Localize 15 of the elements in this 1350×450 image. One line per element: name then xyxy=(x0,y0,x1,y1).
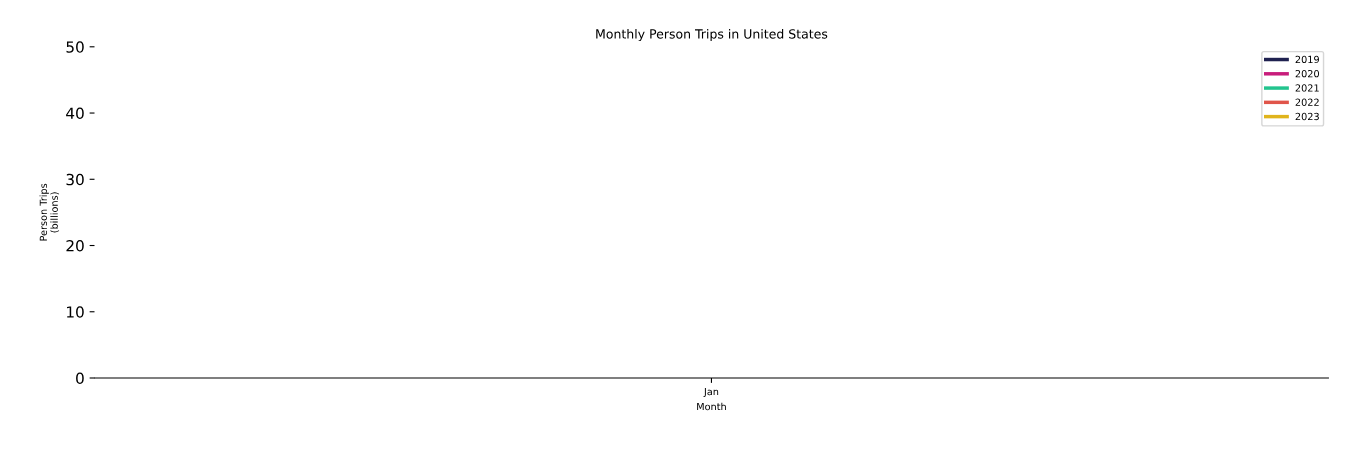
legend-label: 2020 xyxy=(1295,69,1319,78)
legend-label: 2023 xyxy=(1295,112,1319,121)
y-tick-label: 40 xyxy=(66,107,84,120)
chart-title: Monthly Person Trips in United States xyxy=(596,28,828,42)
x-axis-title: Month xyxy=(697,402,726,411)
y-tick-label: 30 xyxy=(66,173,84,186)
legend-label: 2019 xyxy=(1295,55,1319,64)
y-tick-label: 10 xyxy=(67,306,84,318)
legend-label: 2021 xyxy=(1295,84,1319,92)
legend-label: 2022 xyxy=(1295,98,1319,106)
y-axis-title: Person Trips (billions) xyxy=(39,183,60,241)
y-tick-label: 0 xyxy=(76,372,84,385)
y-tick-label: 20 xyxy=(66,239,84,252)
y-tick-label: 50 xyxy=(66,41,84,53)
x-tick-label: Jan xyxy=(703,388,719,398)
